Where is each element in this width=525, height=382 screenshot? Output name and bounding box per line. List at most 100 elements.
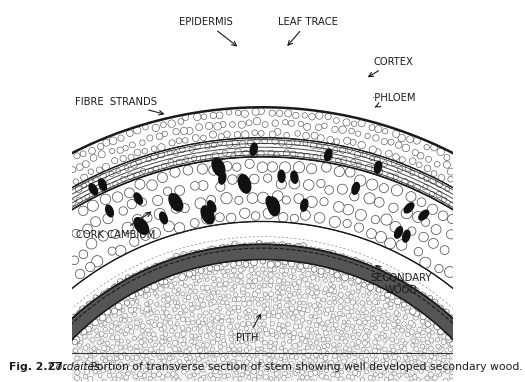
Circle shape — [255, 358, 259, 362]
Circle shape — [307, 264, 312, 269]
Circle shape — [400, 157, 405, 163]
Circle shape — [108, 356, 112, 361]
Circle shape — [326, 320, 330, 325]
Circle shape — [267, 261, 271, 265]
Circle shape — [237, 259, 242, 264]
Circle shape — [279, 140, 285, 146]
Circle shape — [310, 275, 316, 280]
Circle shape — [173, 128, 179, 135]
Circle shape — [389, 306, 393, 310]
Circle shape — [158, 144, 165, 151]
Circle shape — [120, 379, 125, 382]
Circle shape — [300, 336, 304, 341]
Circle shape — [261, 315, 267, 320]
Circle shape — [361, 293, 365, 298]
Circle shape — [314, 323, 319, 328]
Circle shape — [218, 363, 223, 367]
Circle shape — [346, 375, 351, 379]
Circle shape — [118, 135, 124, 141]
Circle shape — [388, 293, 395, 300]
Circle shape — [342, 274, 349, 281]
Circle shape — [151, 332, 156, 337]
Circle shape — [338, 343, 341, 347]
Circle shape — [373, 325, 377, 330]
Circle shape — [244, 360, 249, 365]
Circle shape — [97, 340, 101, 345]
Circle shape — [391, 329, 396, 333]
Circle shape — [174, 366, 178, 370]
Circle shape — [228, 175, 237, 184]
Circle shape — [374, 358, 379, 362]
Circle shape — [256, 241, 262, 247]
Circle shape — [402, 144, 410, 152]
Wedge shape — [27, 259, 498, 382]
Circle shape — [351, 282, 354, 286]
Circle shape — [193, 360, 196, 364]
Circle shape — [148, 376, 153, 380]
Circle shape — [170, 167, 180, 177]
Circle shape — [356, 320, 362, 325]
Circle shape — [361, 307, 366, 312]
Circle shape — [388, 368, 393, 373]
Circle shape — [359, 325, 363, 330]
Circle shape — [273, 305, 278, 309]
Circle shape — [256, 271, 260, 276]
Circle shape — [245, 332, 250, 337]
Circle shape — [165, 303, 170, 308]
Circle shape — [330, 277, 335, 282]
Circle shape — [167, 150, 172, 155]
Circle shape — [209, 131, 217, 138]
Circle shape — [438, 328, 444, 335]
Circle shape — [300, 268, 305, 272]
Circle shape — [437, 305, 444, 311]
Circle shape — [134, 325, 139, 329]
Circle shape — [408, 320, 413, 325]
Circle shape — [374, 149, 381, 156]
Circle shape — [370, 367, 374, 371]
Circle shape — [329, 307, 334, 312]
Circle shape — [213, 369, 218, 374]
Circle shape — [198, 377, 203, 382]
Circle shape — [365, 370, 369, 374]
Circle shape — [353, 275, 358, 280]
Circle shape — [344, 286, 348, 290]
Circle shape — [339, 284, 343, 288]
Circle shape — [222, 374, 226, 379]
Circle shape — [400, 328, 404, 333]
Circle shape — [361, 347, 365, 351]
Circle shape — [284, 268, 289, 273]
Circle shape — [197, 348, 203, 353]
Circle shape — [276, 314, 281, 319]
Circle shape — [220, 325, 225, 331]
Circle shape — [367, 301, 372, 305]
Ellipse shape — [99, 179, 107, 191]
Circle shape — [418, 351, 423, 356]
Circle shape — [237, 316, 241, 319]
Circle shape — [393, 277, 399, 283]
Circle shape — [448, 348, 453, 352]
Circle shape — [278, 303, 282, 308]
Circle shape — [331, 364, 335, 369]
Circle shape — [331, 372, 335, 377]
Circle shape — [88, 376, 93, 382]
Circle shape — [403, 356, 408, 360]
Circle shape — [282, 263, 287, 267]
Circle shape — [352, 370, 358, 376]
Circle shape — [256, 347, 260, 351]
Circle shape — [314, 330, 319, 335]
Circle shape — [135, 159, 141, 165]
Circle shape — [435, 369, 440, 374]
Circle shape — [347, 354, 351, 358]
Circle shape — [300, 370, 304, 374]
Circle shape — [158, 173, 167, 183]
Circle shape — [240, 296, 246, 302]
Circle shape — [122, 352, 126, 356]
Circle shape — [138, 372, 142, 377]
Circle shape — [92, 346, 96, 351]
Circle shape — [249, 174, 259, 184]
Circle shape — [220, 300, 225, 305]
Circle shape — [393, 130, 400, 138]
Circle shape — [267, 261, 274, 268]
Circle shape — [182, 370, 186, 374]
Wedge shape — [0, 134, 525, 353]
